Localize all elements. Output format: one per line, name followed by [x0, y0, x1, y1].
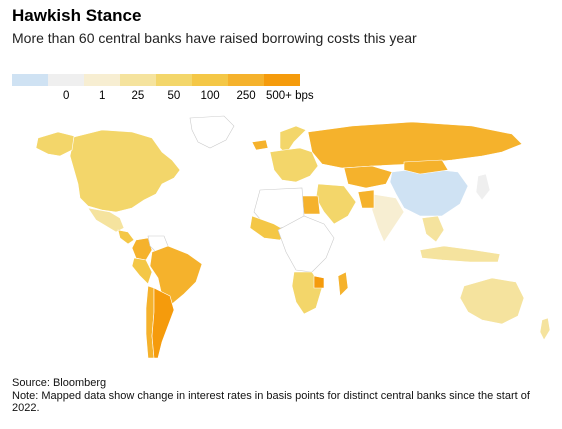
legend-swatch: [84, 74, 120, 86]
legend-label: 500+ bps: [266, 90, 314, 102]
region-alaska: [35, 131, 75, 157]
region-europe: [269, 147, 319, 183]
legend-swatch: [156, 74, 192, 86]
region-zimbabwe: [313, 275, 325, 289]
legend-label: 0: [63, 90, 70, 102]
region-mongolia: [403, 159, 449, 175]
region-central-america: [117, 229, 135, 245]
region-mexico: [87, 207, 125, 233]
region-russia: [307, 121, 523, 169]
legend-swatch: [12, 74, 48, 86]
region-argentina: [151, 287, 175, 359]
region-japan: [475, 173, 491, 201]
legend-swatch: [120, 74, 156, 86]
legend-label: 100: [200, 90, 220, 102]
legend-swatch: [192, 74, 228, 86]
region-new-zealand: [539, 317, 551, 341]
region-norway: [279, 125, 307, 155]
legend-swatch: [264, 74, 300, 86]
world-map-svg: [35, 115, 551, 359]
method-note: Note: Mapped data show change in interes…: [12, 389, 530, 415]
region-china: [389, 167, 469, 217]
region-indonesia: [419, 245, 501, 263]
region-central-africa: [277, 215, 335, 273]
legend-labels: 0 1 25 50 100 250 500+ bps: [12, 90, 314, 106]
region-brazil: [149, 245, 203, 305]
region-kazakhstan: [343, 165, 393, 189]
legend-label: 25: [131, 90, 145, 102]
legend-swatches: [12, 74, 300, 86]
source-note: Source: Bloomberg: [12, 377, 107, 389]
region-north-america: [69, 129, 181, 213]
legend-label: 1: [99, 90, 106, 102]
region-greenland: [189, 115, 235, 149]
chart-subtitle: More than 60 central banks have raised b…: [12, 30, 417, 46]
region-west-africa: [249, 215, 289, 241]
region-madagascar: [337, 271, 349, 297]
footer: Source: Bloomberg Note: Mapped data show…: [12, 377, 554, 415]
legend: 0 1 25 50 100 250 500+ bps: [12, 74, 314, 106]
region-egypt: [301, 195, 321, 215]
chart-title: Hawkish Stance: [12, 6, 142, 25]
region-pakistan: [357, 189, 375, 209]
region-middle-east: [315, 183, 357, 225]
legend-label: 250: [236, 90, 256, 102]
world-map: [12, 112, 552, 377]
region-iceland: [251, 139, 269, 151]
region-peru: [131, 257, 153, 285]
legend-swatch: [48, 74, 84, 86]
region-india: [371, 193, 405, 243]
legend-swatch: [228, 74, 264, 86]
legend-label: 50: [167, 90, 181, 102]
region-australia: [459, 277, 525, 325]
region-southeast-asia: [421, 215, 445, 243]
